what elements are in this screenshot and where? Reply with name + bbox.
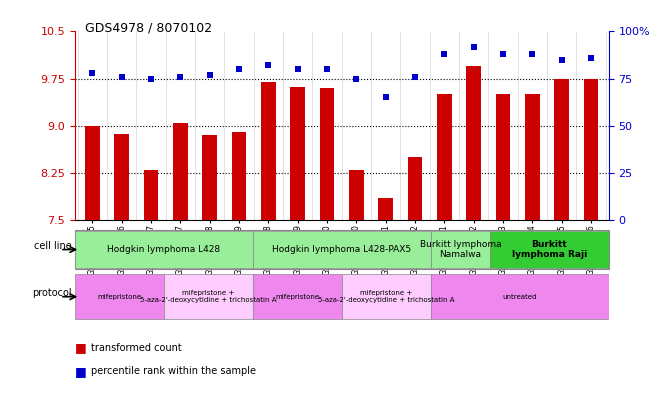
Text: transformed count: transformed count	[91, 343, 182, 353]
Text: untreated: untreated	[503, 294, 537, 300]
Bar	[378, 198, 393, 220]
Text: Burkitt lymphoma
Namalwa: Burkitt lymphoma Namalwa	[420, 240, 501, 259]
Text: ■: ■	[75, 341, 87, 354]
Bar	[320, 88, 335, 220]
Text: Hodgkin lymphoma L428: Hodgkin lymphoma L428	[107, 245, 221, 254]
Bar	[466, 66, 481, 220]
Text: protocol: protocol	[32, 288, 72, 298]
Bar	[431, 231, 490, 268]
Bar	[555, 79, 569, 220]
Text: GDS4978 / 8070102: GDS4978 / 8070102	[85, 22, 212, 35]
Text: mifepristone +
5-aza-2'-deoxycytidine + trichostatin A: mifepristone + 5-aza-2'-deoxycytidine + …	[318, 290, 454, 303]
Bar	[431, 274, 609, 320]
Bar	[75, 231, 253, 268]
Bar	[253, 274, 342, 320]
Bar	[232, 132, 247, 220]
Bar	[525, 94, 540, 220]
Bar	[349, 170, 364, 220]
Text: Hodgkin lymphoma L428-PAX5: Hodgkin lymphoma L428-PAX5	[272, 245, 411, 254]
Bar	[437, 94, 452, 220]
Bar	[115, 134, 129, 220]
Bar	[496, 94, 510, 220]
Bar	[290, 87, 305, 220]
Bar	[490, 231, 609, 268]
Bar	[261, 82, 276, 220]
Bar	[342, 274, 431, 320]
Bar	[173, 123, 187, 220]
Text: ■: ■	[75, 365, 87, 378]
Text: percentile rank within the sample: percentile rank within the sample	[91, 366, 256, 376]
Bar	[75, 274, 164, 320]
Text: mifepristone: mifepristone	[97, 294, 141, 300]
Text: cell line: cell line	[34, 241, 72, 251]
Text: mifepristone: mifepristone	[275, 294, 320, 300]
Text: Burkitt
lymphoma Raji: Burkitt lymphoma Raji	[512, 240, 587, 259]
Bar	[144, 170, 158, 220]
Text: mifepristone +
5-aza-2'-deoxycytidine + trichostatin A: mifepristone + 5-aza-2'-deoxycytidine + …	[140, 290, 277, 303]
Bar	[202, 135, 217, 220]
Bar	[85, 126, 100, 220]
Bar	[408, 157, 422, 220]
Bar	[253, 231, 431, 268]
Bar	[164, 274, 253, 320]
Bar	[584, 79, 598, 220]
